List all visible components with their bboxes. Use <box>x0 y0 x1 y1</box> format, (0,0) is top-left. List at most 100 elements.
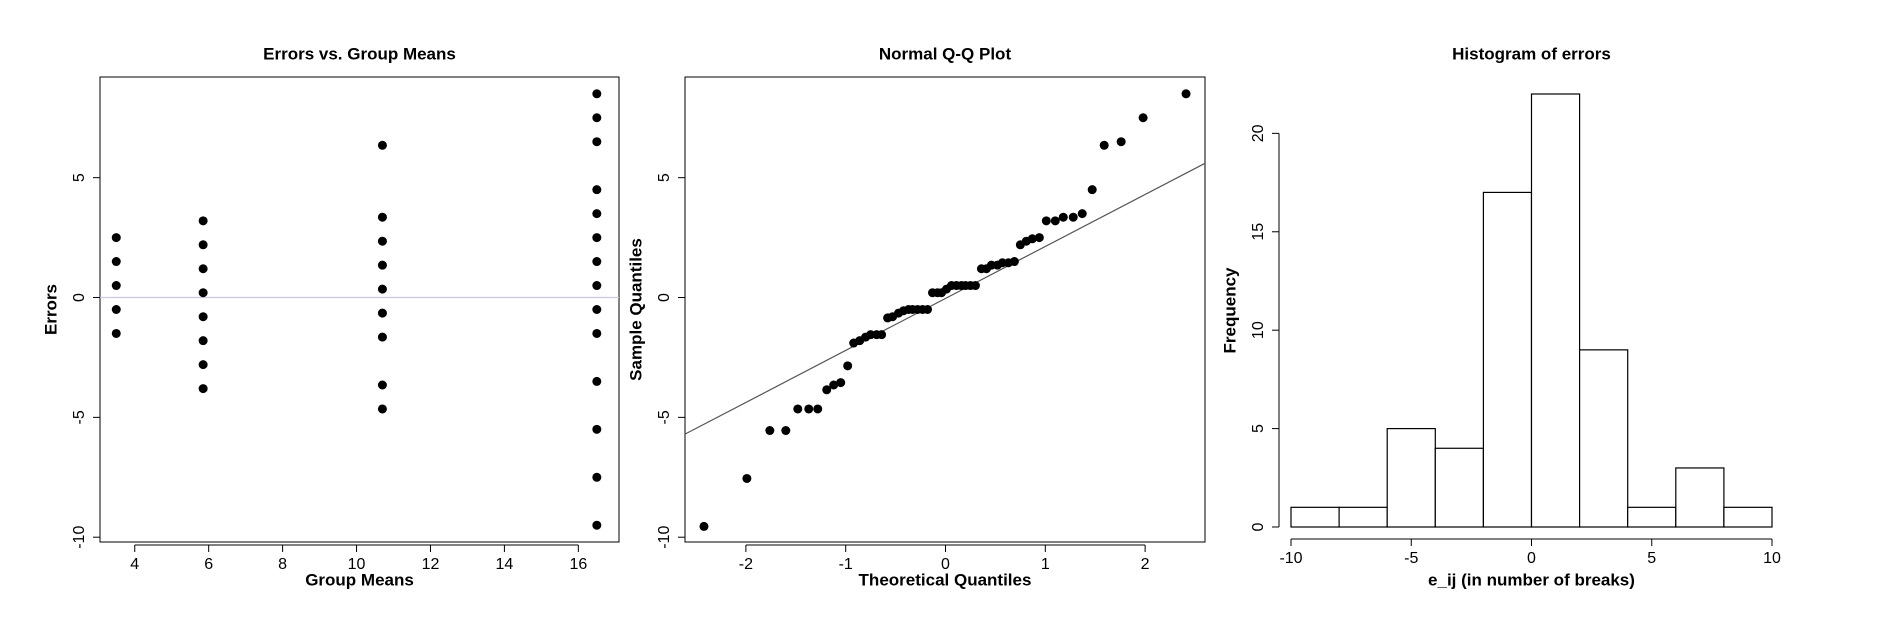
histogram-bar <box>1627 506 1677 528</box>
y-axis-label: Sample Quantiles <box>626 238 645 381</box>
y-axis-label: Frequency <box>1220 267 1239 354</box>
plot-box <box>684 76 1206 543</box>
point <box>377 332 387 342</box>
qq-line <box>684 162 1206 435</box>
histogram-bar <box>1434 447 1485 528</box>
point <box>592 424 602 434</box>
chart-title: Normal Q-Q Plot <box>879 44 1012 63</box>
x-tick-label: -1 <box>839 556 853 573</box>
point <box>592 209 602 219</box>
y-tick-label: 20 <box>1250 124 1267 142</box>
point <box>592 305 602 314</box>
x-tick-label: 4 <box>130 556 139 573</box>
point <box>198 240 208 250</box>
point <box>970 281 980 291</box>
chart-panel: Histogram of errors e_ij (in number of br… <box>1220 44 1781 589</box>
point <box>592 233 602 243</box>
point <box>843 361 853 371</box>
point <box>1087 185 1097 195</box>
x-axis-label: Theoretical Quantiles <box>859 570 1032 589</box>
point <box>111 281 121 291</box>
point <box>1034 233 1044 243</box>
x-axis-label: e_ij (in number of breaks) <box>1428 570 1635 589</box>
x-tick-label: -10 <box>1279 550 1302 567</box>
point <box>377 212 387 222</box>
y-tick-label: 5 <box>656 173 673 182</box>
histogram-bar <box>1482 191 1533 528</box>
point <box>1027 234 1037 244</box>
histogram-bar <box>1338 506 1388 528</box>
point <box>198 216 208 226</box>
x-tick-label: 0 <box>941 556 950 573</box>
point <box>765 426 775 436</box>
point <box>1050 216 1060 226</box>
point <box>111 328 121 338</box>
point <box>592 520 602 530</box>
point <box>1068 212 1078 222</box>
point <box>781 426 791 436</box>
y-tick-label: 10 <box>1250 321 1267 339</box>
point <box>377 260 387 270</box>
x-tick-label: 14 <box>496 556 514 573</box>
point <box>592 472 602 482</box>
y-axis-label: Errors <box>41 284 60 335</box>
y-tick-label: 5 <box>1250 424 1267 433</box>
point <box>923 305 933 314</box>
point <box>377 308 387 318</box>
point <box>1099 140 1109 150</box>
point <box>592 185 602 195</box>
point <box>1009 257 1019 267</box>
histogram-bar <box>1723 506 1773 528</box>
point <box>377 380 387 390</box>
x-tick-label: 12 <box>422 556 440 573</box>
point <box>592 113 602 123</box>
point <box>111 305 121 314</box>
x-tick-label: 2 <box>1141 556 1150 573</box>
x-tick-label: -5 <box>1404 550 1418 567</box>
x-tick-label: 6 <box>204 556 213 573</box>
histogram-bar <box>1290 506 1340 528</box>
y-tick-label: 0 <box>71 293 88 302</box>
y-tick-label: 5 <box>71 173 88 182</box>
point <box>592 328 602 338</box>
point <box>813 404 823 414</box>
point <box>592 137 602 147</box>
x-tick-label: 16 <box>569 556 587 573</box>
point <box>1138 113 1148 123</box>
chart-panel: Normal Q-Q Plot Theoretical Quantiles Samp… <box>626 44 1206 589</box>
point <box>198 264 208 274</box>
point <box>804 404 814 414</box>
histogram-bar <box>1578 349 1629 528</box>
chart-panel: Errors vs. Group Means Group Means Errors 4… <box>41 44 620 589</box>
x-axis-label: Group Means <box>305 570 414 589</box>
point <box>198 384 208 394</box>
point <box>198 288 208 298</box>
point <box>198 336 208 346</box>
x-tick-label: -2 <box>739 556 753 573</box>
y-tick-label: -10 <box>656 526 673 549</box>
point <box>742 473 752 483</box>
point <box>1058 212 1068 222</box>
chart-title: Errors vs. Group Means <box>263 44 456 63</box>
histogram-bar <box>1386 427 1436 528</box>
y-tick-label: -5 <box>656 410 673 424</box>
y-tick-label: 0 <box>656 293 673 302</box>
point <box>592 281 602 291</box>
histogram-bar <box>1675 467 1725 528</box>
point <box>111 257 121 267</box>
point <box>793 404 803 414</box>
x-tick-label: 5 <box>1647 550 1656 567</box>
x-tick-label: 1 <box>1041 556 1050 573</box>
x-tick-label: 8 <box>278 556 287 573</box>
point <box>377 236 387 246</box>
x-tick-label: 10 <box>348 556 366 573</box>
point <box>377 404 387 414</box>
y-tick-label: -10 <box>71 526 88 549</box>
histogram-bar <box>1530 93 1581 528</box>
point <box>377 140 387 150</box>
point <box>198 312 208 322</box>
point <box>592 89 602 99</box>
point <box>111 233 121 243</box>
plot-box <box>99 76 620 543</box>
